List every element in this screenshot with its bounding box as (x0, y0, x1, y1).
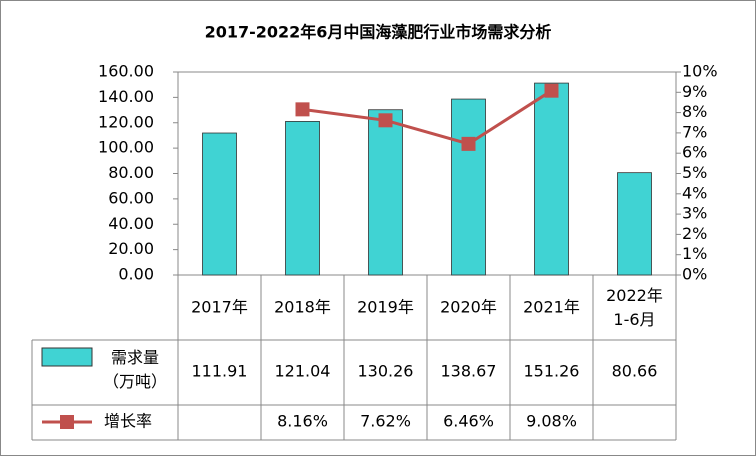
y-tick-label: 40.00 (108, 214, 154, 233)
y2-tick-label: 9% (682, 82, 707, 101)
line (302, 89, 553, 146)
table-value: 130.26 (358, 362, 414, 381)
marker (461, 136, 476, 151)
legend-label: 需求量（万吨） (103, 348, 167, 391)
y-tick-label: 160.00 (98, 62, 154, 81)
y-tick-label: 120.00 (98, 112, 154, 131)
y-tick-label: 20.00 (108, 239, 154, 258)
y2-tick-label: 5% (682, 163, 707, 182)
bar (368, 109, 403, 276)
legend-marker (60, 415, 74, 429)
y2-tick-label: 3% (682, 204, 707, 223)
legend-label: 增长率 (104, 412, 152, 431)
y-tick-label: 80.00 (108, 163, 154, 182)
table-value: 138.67 (441, 362, 497, 381)
marker (378, 113, 393, 128)
bar (285, 121, 320, 276)
x-tick-label: 2019年 (357, 298, 414, 317)
chart-title: 2017-2022年6月中国海藻肥行业市场需求分析 (205, 23, 552, 42)
table-value: 8.16% (277, 412, 328, 431)
y-tick-label: 60.00 (108, 188, 154, 207)
table-value: 111.91 (192, 362, 248, 381)
table-value: 151.26 (524, 362, 580, 381)
bar (451, 98, 486, 276)
x-tick-label: 2018年 (274, 298, 331, 317)
bar (617, 172, 652, 276)
y-tick-label: 100.00 (98, 138, 154, 157)
y2-tick-label: 1% (682, 244, 707, 263)
table-value: 7.62% (360, 412, 411, 431)
x-tick-label: 2020年 (440, 298, 497, 317)
legend-swatch (41, 347, 93, 367)
y2-tick-label: 4% (682, 183, 707, 202)
table-value: 6.46% (443, 412, 494, 431)
y2-tick-label: 7% (682, 122, 707, 141)
y2-tick-label: 10% (682, 62, 718, 81)
table-value: 9.08% (526, 412, 577, 431)
x-tick-label: 2022年 1-6月 (606, 286, 663, 329)
x-tick-label: 2017年 (191, 298, 248, 317)
y-tick-label: 140.00 (98, 87, 154, 106)
y2-tick-label: 8% (682, 102, 707, 121)
table-value: 121.04 (275, 362, 331, 381)
y2-tick-label: 6% (682, 143, 707, 162)
bar (534, 82, 569, 276)
y2-tick-label: 2% (682, 224, 707, 243)
marker (544, 83, 559, 98)
bar (202, 132, 237, 276)
y-tick-label: 0.00 (118, 265, 154, 284)
x-tick-label: 2021年 (523, 298, 580, 317)
y2-tick-label: 0% (682, 265, 707, 284)
table-value: 80.66 (612, 362, 658, 381)
marker (295, 102, 310, 117)
